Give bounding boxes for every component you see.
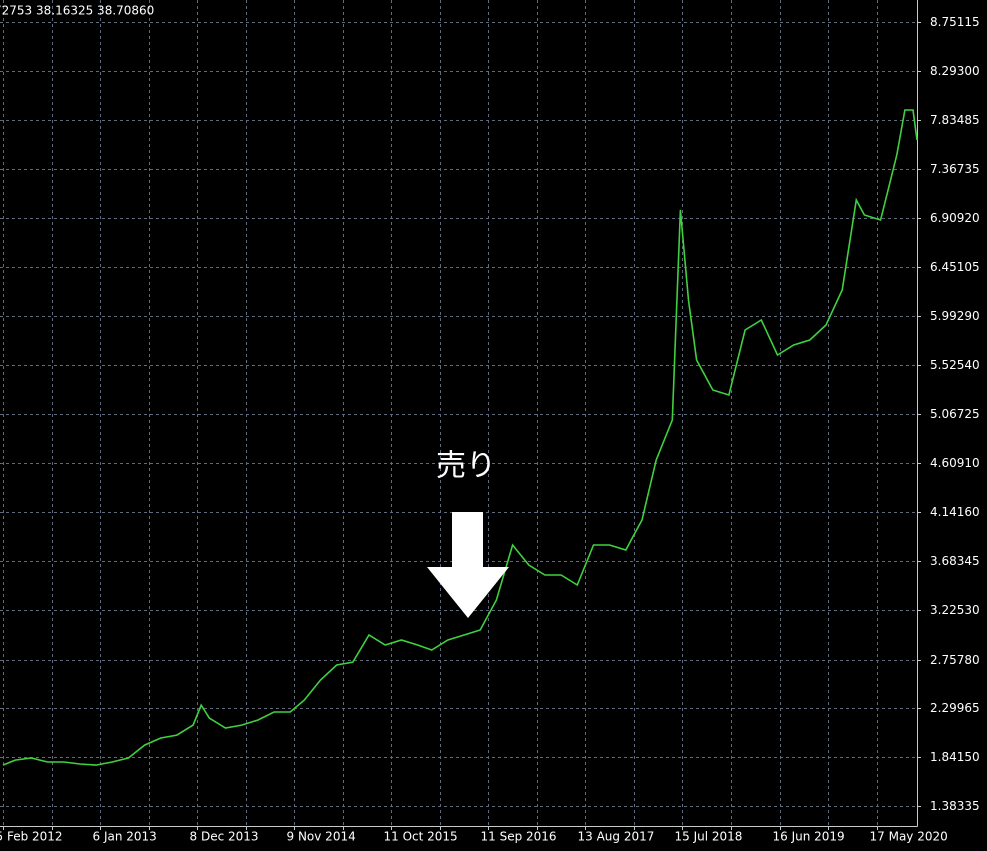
y-tick-label: 5.52540 [930,358,980,372]
y-tick-label: 4.14160 [930,505,980,519]
header-text: 72753 38.16325 38.70860 [0,4,154,18]
y-tick-label: 7.36735 [930,162,980,176]
y-tick-label: 3.22530 [930,603,980,617]
x-tick-label: 15 Jul 2018 [675,830,743,844]
y-tick-label: 6.45105 [930,260,980,274]
x-tick-label: 5 Feb 2012 [0,830,63,844]
x-tick-label: 11 Sep 2016 [481,830,557,844]
y-tick-label: 2.75780 [930,653,980,667]
x-tick-label: 9 Nov 2014 [287,830,356,844]
y-tick-label: 6.90920 [930,211,980,225]
y-tick-label: 5.06725 [930,407,980,421]
y-tick-label: 4.60910 [930,456,980,470]
x-tick-label: 16 Jun 2019 [773,830,845,844]
y-tick-label: 1.84150 [930,750,980,764]
x-tick-label: 11 Oct 2015 [384,830,458,844]
price-line [2,109,918,766]
grid [0,0,917,826]
y-tick-label: 3.68345 [930,554,980,568]
arrow-shaft [452,512,483,568]
y-tick-label: 2.29965 [930,701,980,715]
x-tick-label: 6 Jan 2013 [93,830,157,844]
sell-arrow [427,512,509,618]
y-tick-label: 7.83485 [930,113,980,127]
annotation: 売り [436,449,496,484]
y-tick-label: 1.38335 [930,799,980,813]
y-tick-label: 8.29300 [930,64,980,78]
x-tick-label: 8 Dec 2013 [190,830,259,844]
y-tick-label: 8.75115 [930,15,980,29]
x-tick-label: 13 Aug 2017 [578,830,655,844]
plot [2,109,918,766]
y-tick-label: 5.99290 [930,309,980,323]
x-tick-label: 17 May 2020 [870,830,948,844]
arrow-head [427,567,509,618]
